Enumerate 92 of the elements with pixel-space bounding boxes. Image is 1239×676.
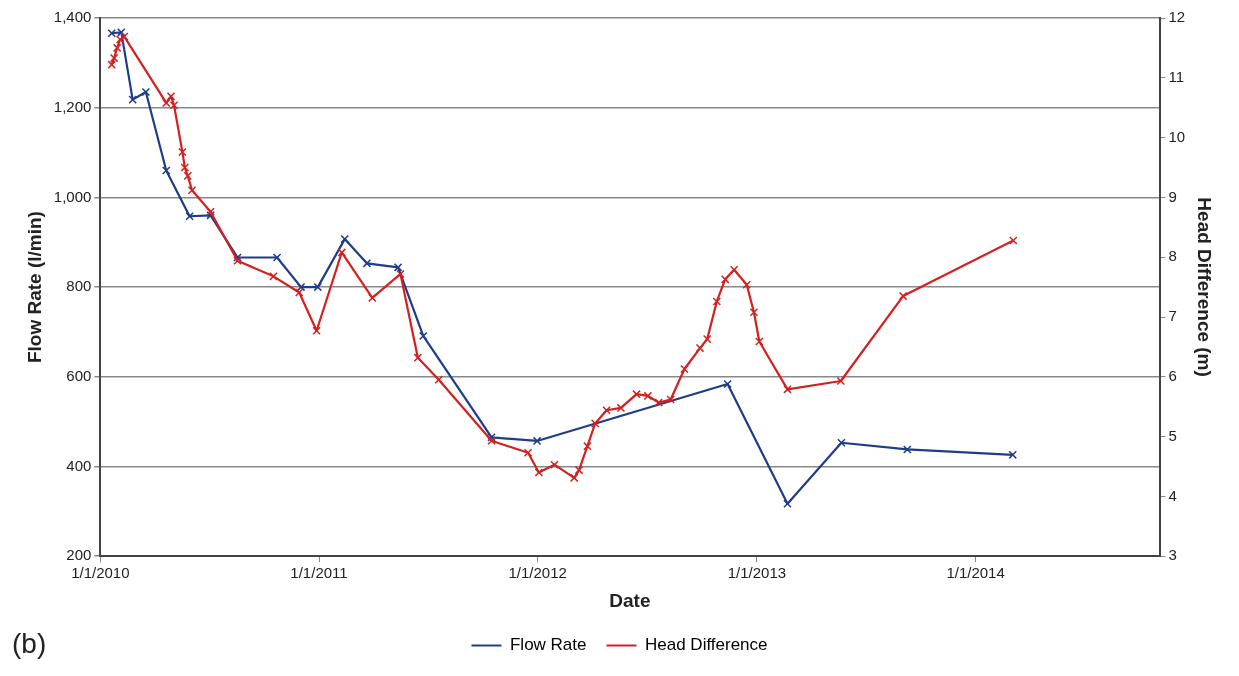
point — [117, 28, 126, 37]
point — [532, 436, 542, 446]
x-tick-label: 1/1/2014 — [946, 564, 1005, 582]
x-tick-label: 1/1/2013 — [727, 564, 787, 582]
point — [643, 391, 653, 401]
y-tick-label: 1,400 — [53, 8, 92, 26]
x-tick-label: 1/1/2010 — [71, 564, 130, 582]
point — [487, 433, 496, 442]
point — [269, 272, 278, 281]
point — [272, 253, 282, 262]
point — [712, 297, 722, 306]
point — [434, 375, 444, 385]
point — [616, 403, 626, 413]
point — [742, 280, 752, 289]
point — [206, 211, 215, 220]
point — [550, 460, 559, 469]
point — [523, 448, 533, 458]
point — [632, 389, 641, 399]
point — [583, 441, 592, 451]
point — [312, 326, 321, 336]
point — [413, 353, 423, 362]
y2-axis-title: Head Difference (m) — [1194, 197, 1216, 377]
y2-tick-label: 3 — [1168, 546, 1177, 564]
x-axis-title: Date — [609, 589, 651, 611]
point — [296, 282, 306, 292]
point — [749, 307, 759, 317]
point — [362, 259, 372, 268]
point — [783, 499, 792, 509]
legend-label: Flow Rate — [509, 635, 587, 655]
point — [178, 147, 187, 157]
y-axis-title: Flow Rate (l/min) — [23, 211, 45, 364]
y2-tick-label: 9 — [1168, 187, 1177, 205]
point — [187, 185, 197, 195]
point — [233, 256, 242, 266]
point — [393, 263, 403, 272]
x-tick-label: 1/1/2011 — [290, 564, 348, 582]
point — [602, 406, 611, 415]
point — [128, 95, 137, 104]
y2-tick-label: 11 — [1168, 67, 1185, 85]
y2-tick-label: 5 — [1168, 426, 1177, 444]
point — [755, 337, 764, 346]
point — [680, 364, 689, 374]
x-tick-label: 1/1/2012 — [508, 564, 567, 582]
y2-tick-label: 8 — [1168, 247, 1177, 265]
y-tick-label: 800 — [66, 277, 92, 295]
point — [161, 98, 171, 108]
point — [107, 28, 117, 38]
y2-tick-label: 7 — [1168, 307, 1177, 325]
point — [418, 331, 428, 341]
point — [141, 87, 151, 97]
point — [487, 436, 496, 446]
y2-tick-label: 4 — [1168, 486, 1177, 504]
point — [185, 211, 194, 221]
point — [654, 398, 663, 407]
y2-tick-label: 6 — [1168, 366, 1177, 384]
point — [666, 395, 675, 404]
point — [783, 385, 792, 394]
point — [903, 445, 912, 454]
point — [702, 334, 712, 344]
point — [294, 288, 304, 297]
point — [729, 265, 739, 275]
point — [313, 282, 323, 292]
y-tick-label: 400 — [66, 456, 92, 474]
point — [340, 234, 350, 244]
point — [166, 92, 176, 101]
point — [837, 438, 846, 448]
point — [337, 248, 347, 257]
y-tick-label: 600 — [66, 366, 92, 384]
y-tick-label: 1,200 — [53, 97, 92, 115]
text: (b) — [12, 627, 47, 659]
legend-label: Head Difference — [644, 635, 768, 655]
point — [569, 473, 579, 483]
y-tick-label: 1,000 — [53, 187, 92, 205]
point — [695, 343, 705, 353]
point — [169, 101, 179, 110]
point — [723, 379, 732, 389]
point — [1008, 450, 1018, 460]
point — [120, 32, 129, 41]
y2-tick-label: 10 — [1168, 127, 1186, 145]
point — [206, 207, 215, 217]
y-tick-label: 200 — [66, 546, 92, 564]
point — [1009, 236, 1018, 245]
y2-tick-label: 12 — [1168, 8, 1186, 26]
point — [368, 293, 377, 303]
point — [574, 465, 584, 475]
point — [898, 291, 908, 301]
point — [590, 419, 600, 428]
point — [720, 275, 730, 284]
point — [396, 269, 405, 279]
point — [161, 166, 171, 175]
point — [534, 468, 544, 477]
point — [836, 376, 846, 386]
